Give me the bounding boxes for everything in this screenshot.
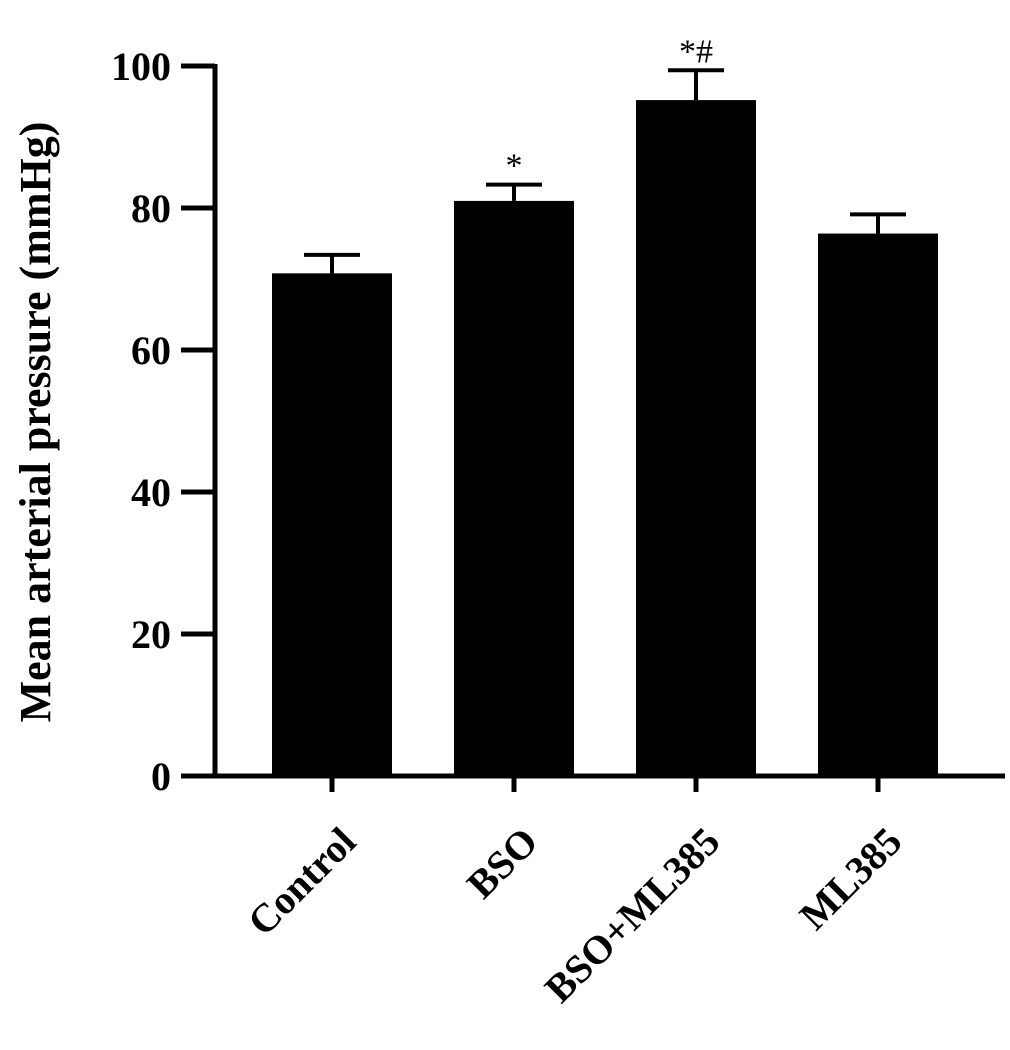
y-axis-title: Mean arterial pressure (mmHg) [11, 122, 60, 723]
category-label: BSO [458, 819, 546, 907]
bar [454, 200, 574, 776]
bar [636, 100, 756, 776]
bar [272, 273, 392, 776]
significance-label: *# [679, 33, 713, 70]
y-tick-label: 40 [131, 470, 171, 515]
y-tick-label: 60 [131, 328, 171, 373]
y-axis: 0 20 40 60 80 100 [111, 44, 218, 799]
significance-label: * [506, 148, 523, 185]
y-tick-label: 0 [151, 754, 171, 799]
y-tick-label: 20 [131, 612, 171, 657]
y-tick-label: 100 [111, 44, 171, 89]
bars-group: * *# [272, 33, 938, 776]
y-tick-label: 80 [131, 186, 171, 231]
bar [818, 233, 938, 776]
category-label: Control [239, 819, 365, 945]
category-label: BSO+ML385 [536, 819, 729, 1012]
category-label: ML385 [791, 819, 911, 939]
